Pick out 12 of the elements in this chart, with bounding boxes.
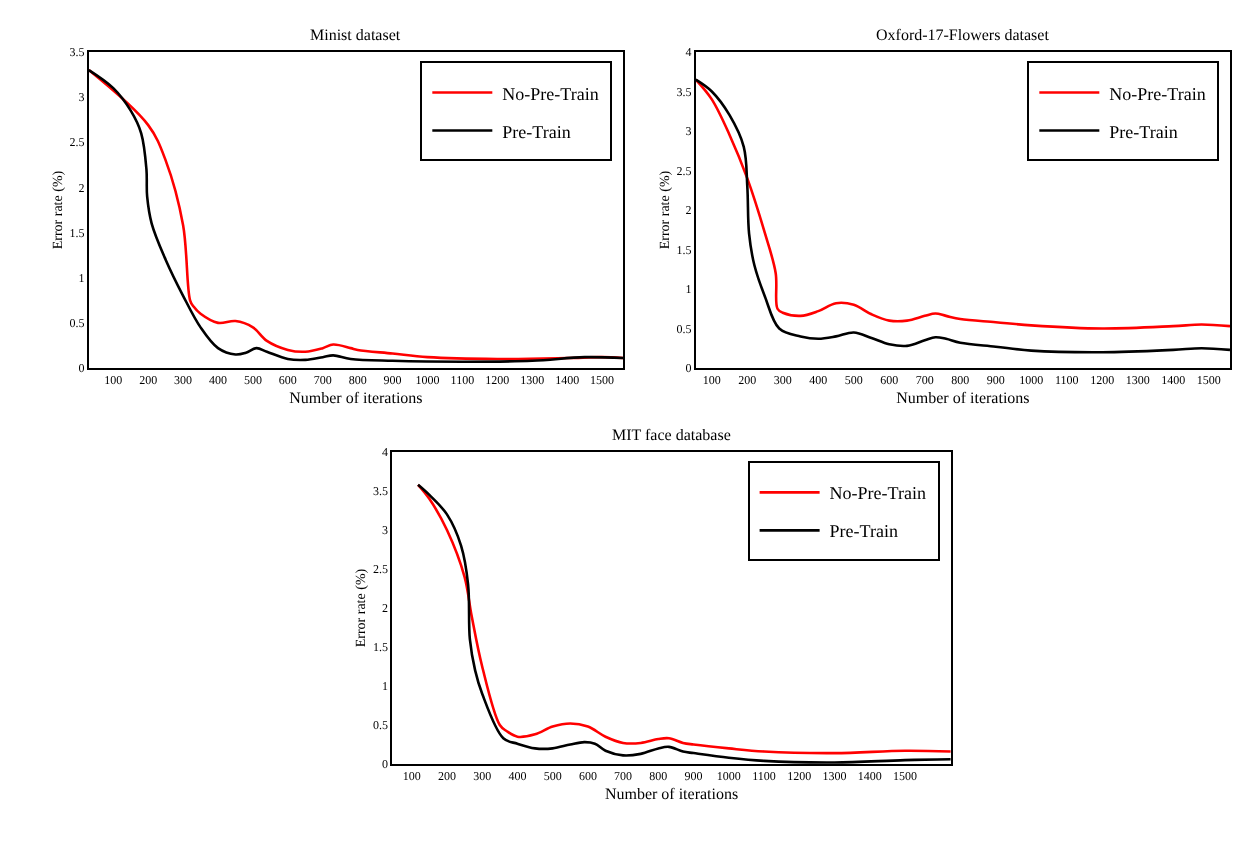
chart-title: MIT face database	[612, 426, 732, 444]
legend-label: No-Pre-Train	[829, 483, 927, 504]
chart-title: Oxford-17-Flowers dataset	[876, 26, 1051, 44]
legend-label: Pre-Train	[502, 121, 572, 142]
x-axis-title: Number of iterations	[604, 784, 739, 803]
chart-title: Minist dataset	[310, 26, 402, 44]
legend-label: Pre-Train	[1109, 121, 1179, 142]
legend-label: No-Pre-Train	[1109, 83, 1207, 104]
x-axis-title: Number of iterations	[896, 388, 1030, 407]
legend-label: No-Pre-Train	[502, 83, 600, 104]
legend-label: Pre-Train	[829, 521, 899, 542]
x-axis-title: Number of iterations	[289, 388, 423, 407]
